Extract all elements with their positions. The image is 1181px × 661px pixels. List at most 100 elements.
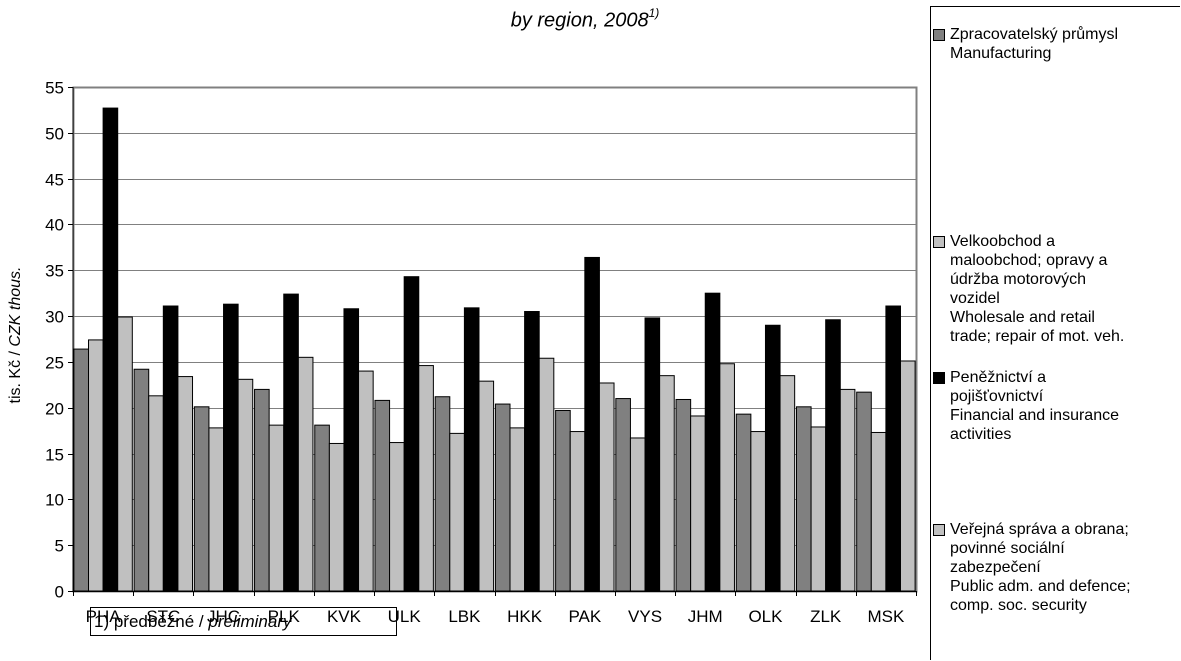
bar: [538, 357, 555, 592]
y-tick-label: 25: [45, 354, 64, 373]
legend-line: vozidel: [950, 290, 1000, 307]
bar: [449, 432, 465, 592]
bar: [208, 427, 225, 592]
bar: [856, 391, 872, 592]
bar: [885, 305, 901, 592]
bar: [177, 376, 194, 592]
legend-line: údržba motorových: [950, 271, 1087, 288]
bar: [478, 380, 495, 592]
y-tick-label: 15: [45, 446, 64, 465]
y-tick-label: 45: [45, 171, 64, 190]
legend-line: Veřejná správa a obrana;: [950, 521, 1129, 538]
bar: [899, 360, 916, 592]
y-tick-label: 0: [55, 583, 64, 602]
legend-swatch-public-admin: [933, 524, 945, 536]
x-tick-label: MSK: [867, 607, 905, 626]
bar: [825, 319, 841, 592]
x-tick-label: KVK: [327, 607, 362, 626]
legend-text-trade: Velkoobchod a maloobchod; opravy a údržb…: [950, 232, 1180, 346]
legend-line: pojišťovnictví: [950, 388, 1044, 405]
bar: [73, 348, 90, 592]
chart-subtitle: by region, 20081): [420, 6, 750, 33]
legend-line: Wholesale and retail: [950, 309, 1095, 326]
bar: [615, 398, 631, 592]
bar: [795, 406, 812, 592]
bar: [810, 426, 827, 592]
legend-line: Velkoobchod a: [950, 233, 1055, 250]
y-tick-label: 50: [45, 125, 64, 144]
legend-line: Public adm. and defence;: [950, 578, 1131, 595]
bar: [659, 375, 675, 592]
bar: [117, 316, 133, 592]
legend-line: zabezpečení: [950, 559, 1041, 576]
y-tick-label: 20: [45, 400, 64, 419]
bar: [418, 365, 434, 592]
bar: [254, 388, 270, 592]
bar: [555, 409, 571, 592]
bar: [719, 363, 735, 592]
bar: [704, 292, 721, 592]
legend-text-public-admin: Veřejná správa a obrana; povinné sociáln…: [950, 520, 1180, 615]
chart-legend: Zpracovatelský průmysl Manufacturing Vel…: [930, 6, 1180, 660]
bar: [328, 442, 345, 592]
x-tick-label: ZLK: [810, 607, 842, 626]
footnote-italic: preliminary: [208, 612, 292, 631]
bar: [524, 311, 540, 592]
bar: [403, 276, 420, 592]
subtitle-note-marker: 1): [648, 6, 660, 20]
footnote-regular: 1) předběžné /: [94, 612, 209, 631]
legend-line: Financial and insurance: [950, 407, 1119, 424]
x-tick-label: LBK: [448, 607, 481, 626]
legend-line: comp. soc. security: [950, 597, 1087, 614]
bar: [283, 293, 299, 592]
bar: [193, 406, 210, 592]
x-tick-label: PHA: [86, 607, 122, 626]
bar: [314, 424, 330, 592]
bar: [297, 356, 314, 592]
bar: [629, 437, 646, 592]
legend-swatch-trade: [933, 236, 945, 248]
bar: [750, 431, 766, 592]
x-tick-label: PAK: [568, 607, 601, 626]
chart-subtitle-text: by region, 2008: [510, 9, 649, 32]
legend-line: activities: [950, 426, 1012, 443]
bar: [870, 431, 887, 592]
x-tick-label: OLK: [748, 607, 783, 626]
bar: [598, 382, 615, 592]
x-tick-label: JHM: [688, 607, 723, 626]
bar: [343, 308, 360, 592]
y-tick-label: 30: [45, 308, 64, 327]
x-tick-label: STC: [146, 607, 180, 626]
bar: [690, 415, 706, 592]
x-tick-label: VYS: [628, 607, 662, 626]
bar: [675, 398, 692, 592]
y-tick-label: 5: [55, 537, 64, 556]
x-tick-label: PLK: [268, 607, 301, 626]
bar: [494, 403, 511, 592]
y-tick-label: 10: [45, 491, 64, 510]
bar: [764, 324, 781, 592]
bar: [839, 388, 856, 592]
y-tick-label: 55: [45, 79, 64, 98]
bar: [237, 378, 254, 592]
y-tick-label: 35: [45, 262, 64, 281]
bar: [779, 375, 796, 592]
x-tick-label: JHC: [207, 607, 240, 626]
legend-line: Zpracovatelský průmysl: [950, 26, 1119, 43]
bar: [133, 368, 150, 592]
bar: [584, 256, 600, 592]
bar: [102, 107, 119, 592]
bar: [389, 442, 405, 592]
y-tick-label: 40: [45, 216, 64, 235]
legend-swatch-finance: [933, 372, 945, 384]
legend-line: trade; repair of mot. veh.: [950, 328, 1125, 345]
x-tick-label: HKK: [507, 607, 543, 626]
bar: [374, 399, 391, 592]
legend-swatch-manufacturing: [933, 29, 945, 41]
legend-text-finance: Peněžnictví a pojišťovnictví Financial a…: [950, 368, 1180, 444]
bar: [463, 307, 480, 592]
bar: [358, 370, 374, 592]
legend-line: povinné sociální: [950, 540, 1065, 557]
footnote-box: 1) předběžné / preliminary: [90, 607, 397, 636]
